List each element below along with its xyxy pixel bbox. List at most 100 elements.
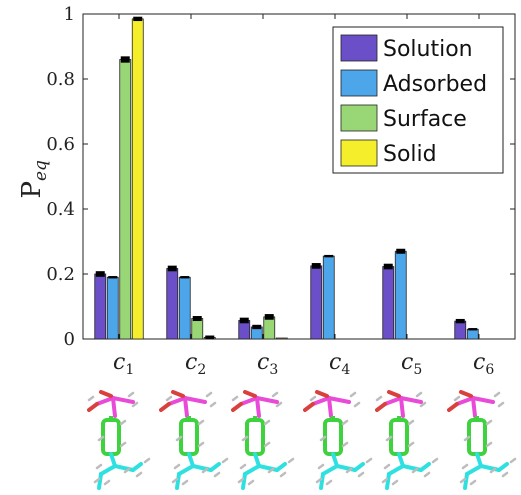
molecule-hydrogen [351, 393, 355, 396]
molecule-ring [103, 420, 119, 454]
bar [192, 319, 203, 339]
y-tick-label: 0.2 [46, 264, 75, 285]
molecule-hydrogen [495, 393, 499, 396]
molecule-ring [181, 420, 197, 454]
legend-swatch [341, 140, 377, 166]
error-bar [324, 255, 333, 257]
error-bar [252, 325, 261, 329]
molecule-bond [421, 464, 429, 470]
error-bar [121, 56, 130, 62]
bar [323, 256, 334, 339]
legend-swatch [341, 70, 377, 96]
error-bar [96, 271, 105, 277]
molecule-bond [321, 474, 323, 488]
error-bar [265, 314, 274, 320]
molecule-hydrogen [211, 403, 215, 406]
bar [467, 329, 478, 339]
molecule-bond [461, 392, 471, 396]
legend: SolutionAdsorbedSurfaceSolid [333, 27, 503, 173]
molecule-hydrogen [311, 397, 315, 400]
bar [311, 266, 322, 339]
molecule-ring [391, 420, 407, 454]
bar [167, 268, 178, 339]
molecule-bond [245, 392, 255, 396]
molecule-bond [449, 404, 457, 410]
molecule-bond [133, 464, 141, 470]
y-tick-label: 0.6 [46, 134, 75, 155]
molecule-hydrogen [273, 393, 277, 396]
molecule-hydrogen [207, 393, 211, 396]
molecule-bond [89, 404, 97, 410]
molecule-bond [233, 404, 241, 410]
molecule-bond [185, 398, 187, 416]
bar [179, 277, 190, 339]
molecule-hydrogen [105, 481, 109, 484]
molecule-bond [101, 466, 115, 474]
molecule-bond [161, 404, 169, 410]
molecule-hydrogen [343, 421, 347, 424]
error-bar [456, 319, 465, 323]
y-axis-label: Peq [17, 160, 51, 199]
molecule-hydrogen [511, 459, 515, 462]
molecule-bond [465, 474, 467, 488]
molecule-bond [277, 464, 285, 470]
molecule-bond [385, 398, 401, 404]
error-bar [168, 266, 177, 272]
molecule-hydrogen [121, 421, 125, 424]
molecule-structure [377, 392, 437, 488]
molecule-hydrogen [319, 465, 323, 468]
molecule-hydrogen [377, 397, 381, 400]
molecule-hydrogen [359, 473, 363, 476]
molecule-bond [389, 466, 403, 474]
molecule-bond [245, 466, 259, 474]
molecule-structure [89, 392, 149, 488]
y-tick-label: 0.8 [46, 69, 75, 90]
molecule-structures [89, 392, 515, 488]
molecule-bond [101, 392, 111, 396]
error-bar [312, 263, 321, 269]
molecule-hydrogen [183, 481, 187, 484]
molecule-bond [499, 464, 507, 470]
molecule-ring [325, 420, 341, 454]
molecule-hydrogen [327, 481, 331, 484]
molecule-structure [233, 392, 293, 488]
error-bar [133, 17, 142, 21]
legend-swatch [341, 35, 377, 61]
molecule-bond [113, 398, 115, 416]
y-tick-label: 1 [64, 4, 75, 25]
y-axis-title: Peq [17, 160, 51, 199]
molecule-hydrogen [121, 443, 125, 446]
molecule-bond [387, 474, 389, 488]
molecule-hydrogen [223, 459, 227, 462]
molecule-bond [329, 398, 349, 402]
molecule-hydrogen [425, 473, 429, 476]
error-bar [396, 249, 405, 254]
molecule-hydrogen [487, 443, 491, 446]
molecule-hydrogen [393, 481, 397, 484]
bar [264, 317, 275, 339]
molecule-hydrogen [281, 473, 285, 476]
legend-label: Adsorbed [383, 72, 487, 97]
x-tick-label: c2 [185, 350, 206, 378]
molecule-bond [115, 466, 133, 470]
molecule-hydrogen [499, 403, 503, 406]
molecule-bond [99, 474, 101, 488]
molecule-bond [179, 466, 193, 474]
molecule-bond [173, 392, 183, 396]
molecule-hydrogen [129, 393, 133, 396]
molecule-hydrogen [409, 443, 413, 446]
molecule-bond [401, 398, 403, 416]
molecule-bond [401, 398, 421, 402]
molecule-bond [305, 404, 313, 410]
molecule-hydrogen [265, 443, 269, 446]
error-bar [193, 316, 202, 321]
molecule-bond [329, 398, 331, 416]
molecule-bond [389, 392, 399, 396]
molecule-ring [247, 420, 263, 454]
molecule-hydrogen [463, 465, 467, 468]
molecule-hydrogen [89, 397, 93, 400]
molecule-structure [305, 392, 371, 488]
molecule-bond [193, 466, 211, 470]
molecule-hydrogen [175, 465, 179, 468]
